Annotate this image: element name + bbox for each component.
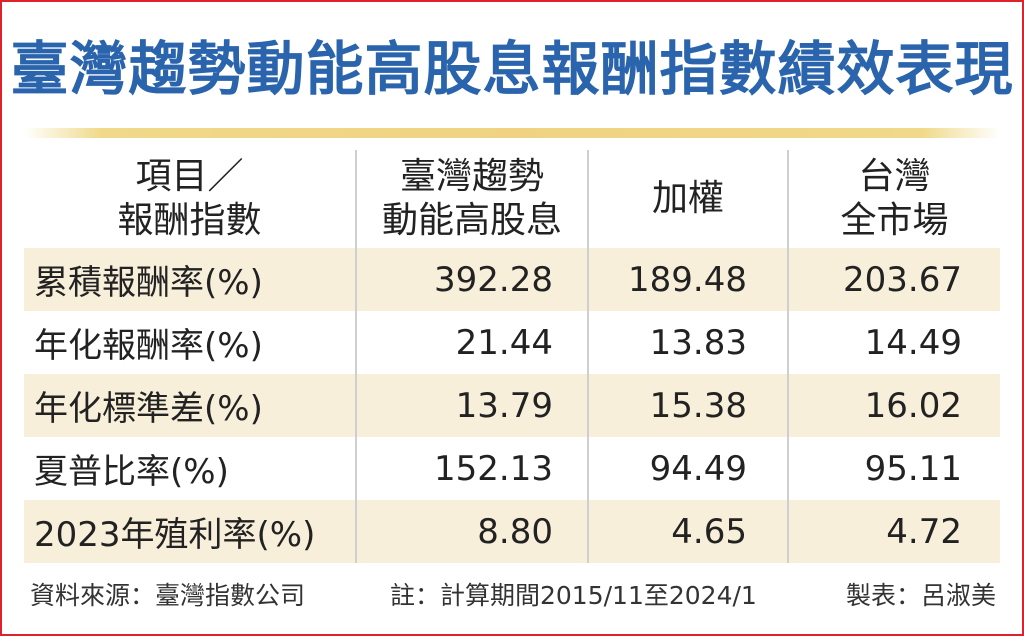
table-row: 年化標準差(%) 13.79 15.38 16.02 [24, 374, 1000, 437]
cell-taiex: 15.38 [587, 374, 788, 437]
cell-taiex: 189.48 [587, 248, 788, 311]
row-label: 累積報酬率(%) [24, 248, 356, 311]
header-item-line: 報酬指數 [117, 200, 262, 241]
cell-all-market: 95.11 [787, 437, 1000, 500]
table-row: 2023年殖利率(%) 8.80 4.65 4.72 [24, 500, 1000, 563]
cell-taiex: 94.49 [587, 437, 788, 500]
chart-title: 臺灣趨勢動能高股息報酬指數績效表現 [10, 35, 1014, 103]
header-trend-momentum: 臺灣趨勢 動能高股息 [355, 150, 588, 248]
cell-trend-momentum: 8.80 [355, 500, 588, 563]
cell-trend-momentum: 21.44 [355, 311, 588, 374]
footer-source: 資料來源：臺灣指數公司 [30, 581, 306, 610]
header-item: 項目／ 報酬指數 [24, 150, 356, 248]
footer-note: 註：計算期間2015/11至2024/1 [390, 581, 757, 610]
header-taiex-line: 加權 [651, 178, 724, 219]
cell-all-market: 203.67 [787, 248, 1000, 311]
cell-trend-momentum: 13.79 [355, 374, 588, 437]
header-all-market: 台灣 全市場 [787, 150, 1000, 248]
table-row: 累積報酬率(%) 392.28 189.48 203.67 [24, 248, 1000, 311]
header-trend-momentum-line: 動能高股息 [381, 200, 562, 241]
row-label: 2023年殖利率(%) [24, 500, 356, 563]
header-all-market-line: 台灣 [858, 156, 931, 197]
header-trend-momentum-line: 臺灣趨勢 [399, 156, 544, 197]
cell-all-market: 16.02 [787, 374, 1000, 437]
cell-taiex: 13.83 [587, 311, 788, 374]
table-row: 夏普比率(%) 152.13 94.49 95.11 [24, 437, 1000, 500]
row-label: 夏普比率(%) [34, 452, 229, 492]
cell-all-market: 4.72 [787, 500, 1000, 563]
footer-maker: 製表：呂淑美 [845, 581, 996, 610]
title-underline [24, 128, 1000, 138]
header-taiex: 加權 [587, 150, 788, 248]
cell-trend-momentum: 392.28 [355, 248, 588, 311]
table-row: 年化報酬率(%) 21.44 13.83 14.49 [24, 311, 1000, 374]
row-label: 年化標準差(%) [24, 374, 356, 437]
cell-taiex: 4.65 [587, 500, 788, 563]
row-label: 年化報酬率(%) [34, 326, 263, 366]
performance-table: 項目／ 報酬指數 臺灣趨勢 動能高股息 加權 台灣 全市場 累積報酬率(%) [24, 150, 1000, 563]
cell-all-market: 14.49 [787, 311, 1000, 374]
header-all-market-line: 全市場 [840, 200, 949, 241]
header-item-line: 項目／ [135, 156, 244, 197]
cell-trend-momentum: 152.13 [355, 437, 588, 500]
header-row: 項目／ 報酬指數 臺灣趨勢 動能高股息 加權 台灣 全市場 [24, 150, 1000, 248]
